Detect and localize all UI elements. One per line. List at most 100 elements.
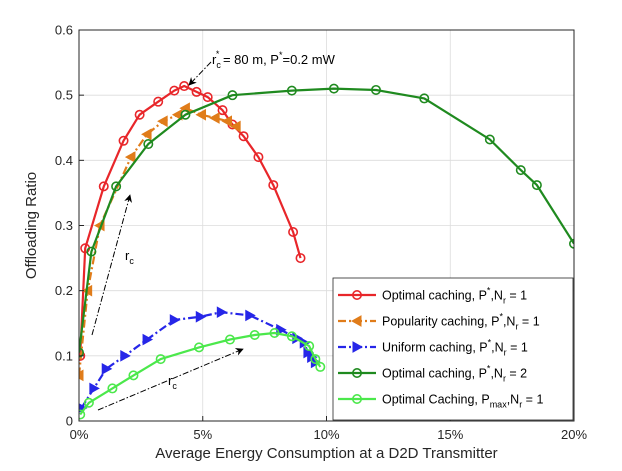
data-point: [142, 333, 154, 346]
legend-marker: [351, 393, 362, 404]
annotation-arrow: [188, 61, 212, 86]
legend-label: Optimal caching, P*,Nr = 1: [382, 286, 527, 306]
data-point: [217, 105, 228, 116]
legend-marker: [351, 289, 362, 300]
y-axis-label: Offloading Ratio: [23, 172, 40, 279]
legend-marker: [352, 341, 364, 353]
data-point: [180, 109, 191, 120]
legend-entry-2: Popularity caching, P*,Nr = 1: [338, 312, 540, 332]
legend-label: Uniform caching, P*,Nr = 1: [382, 338, 528, 358]
series-4: [79, 83, 574, 358]
x-tick-label: 10%: [313, 427, 339, 442]
data-point: [370, 84, 381, 95]
x-axis-label: Average Energy Consumption at a D2D Tran…: [155, 445, 497, 462]
data-point: [230, 120, 241, 133]
legend-entry-1: Optimal caching, P*,Nr = 1: [338, 286, 527, 306]
legend-label: Optimal caching, P*,Nr = 2: [382, 364, 527, 384]
annotation-rc-star: rc* = 80 m, P*=0.2 mW: [188, 49, 336, 86]
x-tick-label: 20%: [561, 427, 587, 442]
series-layer: [79, 81, 574, 420]
data-point: [157, 115, 168, 128]
series-5: [79, 328, 326, 420]
data-point: [419, 93, 430, 104]
data-point: [120, 349, 131, 362]
data-point: [79, 369, 84, 382]
data-point: [169, 85, 180, 96]
data-point: [310, 354, 321, 365]
annotation-arrow: [91, 194, 132, 336]
legend-entry-3: Uniform caching, P*,Nr = 1: [338, 338, 528, 358]
x-tick-label: 5%: [193, 427, 212, 442]
annotation-label: rc* = 80 m, P*=0.2 mW: [212, 49, 336, 70]
data-point: [143, 139, 154, 150]
data-point: [209, 112, 220, 124]
data-point: [118, 135, 129, 146]
annotation-rc-upper: rc: [91, 194, 134, 336]
data-point: [107, 383, 118, 394]
legend-entry-5: Optimal Caching, Pmax,Nr = 1: [338, 393, 543, 410]
legend-label: Optimal Caching, Pmax,Nr = 1: [382, 393, 543, 410]
data-point: [286, 331, 297, 342]
data-point: [111, 181, 122, 192]
legend: Optimal caching, P*,Nr = 1 Popularity cac…: [332, 277, 574, 421]
data-point: [202, 92, 213, 103]
data-point: [328, 83, 339, 94]
y-tick-label: 0.2: [55, 283, 73, 298]
data-point: [315, 361, 326, 372]
annotation-label: rc: [125, 248, 134, 266]
series-line: [79, 84, 302, 356]
data-point: [98, 181, 109, 192]
data-point: [268, 180, 279, 191]
tick-labels: 0% 5% 10% 15% 20% 0 0.1 0.2 0.3 0.4 0.5 0.6: [55, 23, 588, 443]
series-line: [79, 331, 322, 416]
y-tick-label: 0.6: [55, 23, 73, 38]
data-point: [86, 246, 97, 257]
data-point: [224, 334, 235, 345]
legend-marker: [350, 315, 362, 327]
data-point: [216, 306, 228, 319]
legend-entry-4: Optimal caching, P*,Nr = 2: [338, 364, 527, 384]
data-point: [286, 85, 297, 96]
y-tick-label: 0.4: [55, 153, 73, 168]
data-point: [179, 81, 190, 92]
data-point: [153, 96, 164, 107]
data-point: [79, 350, 86, 361]
data-point: [195, 108, 207, 121]
legend-marker: [351, 367, 362, 378]
data-point: [484, 134, 495, 145]
data-point: [515, 165, 526, 176]
data-point: [124, 151, 136, 163]
data-point: [128, 370, 139, 381]
data-point: [269, 328, 280, 339]
y-tick-label: 0.1: [55, 348, 73, 363]
data-point: [253, 152, 264, 163]
data-point: [89, 382, 100, 395]
data-point: [221, 115, 232, 128]
data-point: [295, 253, 306, 264]
data-point: [79, 409, 86, 420]
annotation-label: rc: [168, 373, 177, 391]
data-point: [238, 131, 249, 142]
data-point: [304, 341, 315, 352]
data-point: [288, 227, 299, 238]
y-tick-label: 0.5: [55, 88, 73, 103]
data-point: [191, 86, 202, 97]
data-point: [194, 342, 205, 353]
data-point: [134, 109, 145, 120]
data-point: [195, 310, 207, 323]
data-point: [101, 363, 113, 375]
data-point: [227, 90, 238, 101]
data-point: [83, 397, 94, 408]
x-tick-label: 0%: [70, 427, 89, 442]
data-point: [155, 354, 166, 365]
annotation-arrow: [97, 348, 244, 411]
y-tick-label: 0.3: [55, 218, 73, 233]
data-point: [169, 314, 181, 326]
data-point: [141, 128, 152, 141]
legend-label: Popularity caching, P*,Nr = 1: [382, 312, 540, 332]
y-tick-label: 0: [66, 414, 73, 429]
data-point: [531, 180, 542, 191]
data-point: [249, 329, 260, 340]
data-point: [245, 309, 256, 322]
